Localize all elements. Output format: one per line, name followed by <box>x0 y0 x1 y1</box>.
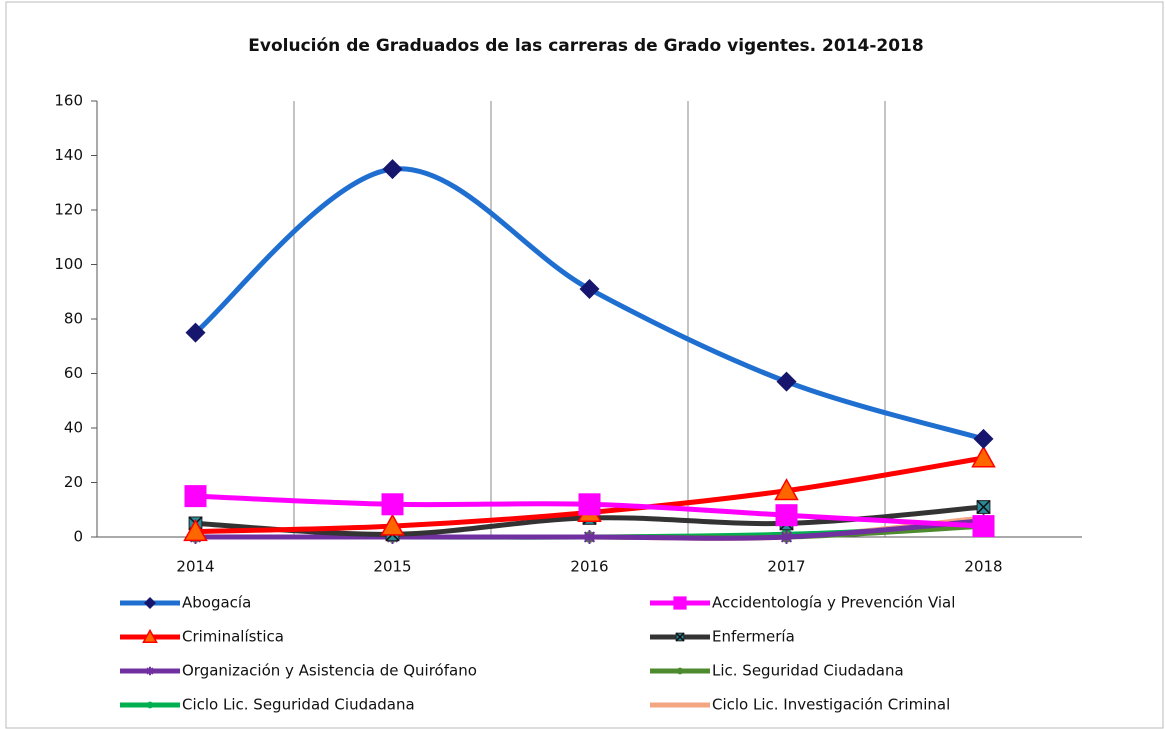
y-tick-label: 140 <box>54 146 83 164</box>
marker-shape <box>578 493 601 516</box>
marker <box>582 530 597 544</box>
y-tick-label: 100 <box>54 255 83 273</box>
marker <box>145 666 155 676</box>
y-tick-label: 160 <box>54 92 83 110</box>
marker-shape <box>971 445 996 468</box>
y-tick-label: 20 <box>64 473 83 491</box>
marker <box>676 667 684 675</box>
legend-label: Criminalística <box>182 628 284 646</box>
marker <box>774 478 799 501</box>
legend-label: Enfermería <box>712 628 795 646</box>
marker-shape <box>774 478 799 501</box>
marker-shape <box>382 159 403 180</box>
x-tick-label: 2016 <box>570 558 608 576</box>
marker-shape <box>145 666 155 676</box>
legend-label: Lic. Seguridad Ciudadana <box>712 662 904 680</box>
legend-label: Accidentología y Prevención Vial <box>712 594 955 612</box>
y-tick-label: 60 <box>64 364 83 382</box>
marker <box>578 493 601 516</box>
marker <box>184 485 207 508</box>
x-tick-label: 2015 <box>373 558 411 576</box>
marker <box>775 504 798 527</box>
x-tick-label: 2017 <box>767 558 805 576</box>
y-tick-label: 0 <box>73 528 83 546</box>
marker-shape <box>183 519 208 542</box>
marker <box>381 493 404 516</box>
marker-shape <box>673 596 687 610</box>
marker-shape <box>775 504 798 527</box>
marker <box>185 322 206 343</box>
marker-shape <box>380 513 405 536</box>
marker <box>972 515 995 538</box>
marker-shape <box>142 628 158 644</box>
x-tick-label: 2018 <box>964 558 1002 576</box>
y-tick-label: 40 <box>64 419 83 437</box>
marker <box>183 519 208 542</box>
marker-shape <box>976 500 991 514</box>
marker <box>579 279 600 300</box>
chart-title: Evolución de Graduados de las carreras d… <box>248 36 923 56</box>
marker-shape <box>381 493 404 516</box>
marker <box>673 596 687 610</box>
legend-label: Abogacía <box>182 594 251 612</box>
marker-shape <box>972 515 995 538</box>
marker-shape <box>973 428 994 449</box>
y-tick-label: 80 <box>64 310 83 328</box>
marker <box>779 530 794 544</box>
marker <box>776 371 797 392</box>
marker <box>976 500 991 514</box>
marker-shape <box>779 530 794 544</box>
marker <box>382 159 403 180</box>
marker <box>973 428 994 449</box>
legend-label: Ciclo Lic. Seguridad Ciudadana <box>182 696 415 714</box>
marker-shape <box>579 279 600 300</box>
marker <box>142 628 158 644</box>
marker-shape <box>776 371 797 392</box>
legend-label: Ciclo Lic. Investigación Criminal <box>712 696 950 714</box>
marker-shape <box>144 597 156 609</box>
chart-frame <box>5 1 1164 729</box>
marker <box>144 597 156 609</box>
marker <box>380 513 405 536</box>
x-tick-label: 2014 <box>176 558 214 576</box>
legend-label: Organización y Asistencia de Quirófano <box>182 662 477 680</box>
marker-shape <box>146 701 154 709</box>
marker-shape <box>184 485 207 508</box>
marker-shape <box>582 530 597 544</box>
marker <box>675 632 685 642</box>
marker-shape <box>676 667 684 675</box>
y-tick-label: 120 <box>54 201 83 219</box>
marker <box>971 445 996 468</box>
marker-shape <box>185 322 206 343</box>
marker-shape <box>675 632 685 642</box>
marker <box>146 701 154 709</box>
